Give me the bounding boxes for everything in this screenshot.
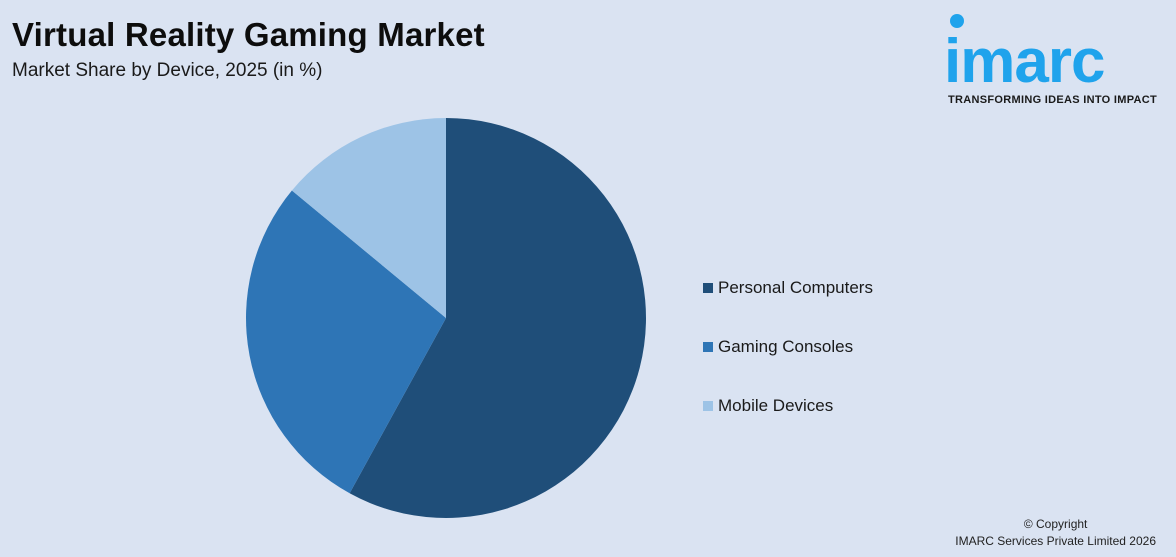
chart-title: Virtual Reality Gaming Market [12,16,485,53]
chart-legend: Personal Computers Gaming Consoles Mobil… [703,278,873,455]
imarc-logo: imarc TRANSFORMING IDEAS INTO IMPACT [940,10,1176,110]
legend-swatch-icon [703,342,713,352]
logo-wordmark: imarc [944,27,1105,96]
legend-item-personal-computers: Personal Computers [703,278,873,298]
legend-item-gaming-consoles: Gaming Consoles [703,337,873,357]
legend-label: Personal Computers [718,278,873,297]
legend-label: Mobile Devices [718,396,834,415]
copyright-notice: © Copyright IMARC Services Private Limit… [955,516,1156,550]
pie-slice-gaming-consoles [245,190,446,494]
legend-item-mobile-devices: Mobile Devices [703,396,873,416]
legend-swatch-icon [703,401,713,411]
legend-swatch-icon [703,283,713,293]
logo-tagline: TRANSFORMING IDEAS INTO IMPACT [948,94,1158,106]
logo-dot-icon [950,14,964,28]
pie-slice-mobile-devices [291,118,446,318]
copyright-line-1: © Copyright [1023,517,1088,531]
copyright-line-2: IMARC Services Private Limited 2026 [955,534,1156,548]
chart-subtitle: Market Share by Device, 2025 (in %) [12,60,323,81]
pie-slice-personal-computers [349,118,646,518]
legend-label: Gaming Consoles [718,337,854,356]
